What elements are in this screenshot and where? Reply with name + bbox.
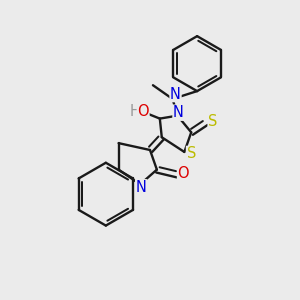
Text: N: N: [170, 87, 181, 102]
Text: S: S: [187, 146, 196, 161]
Text: N: N: [173, 105, 184, 120]
Text: O: O: [178, 166, 189, 181]
Text: N: N: [136, 180, 147, 195]
Text: S: S: [208, 114, 218, 129]
Text: O: O: [137, 104, 149, 119]
Text: H: H: [130, 104, 141, 119]
